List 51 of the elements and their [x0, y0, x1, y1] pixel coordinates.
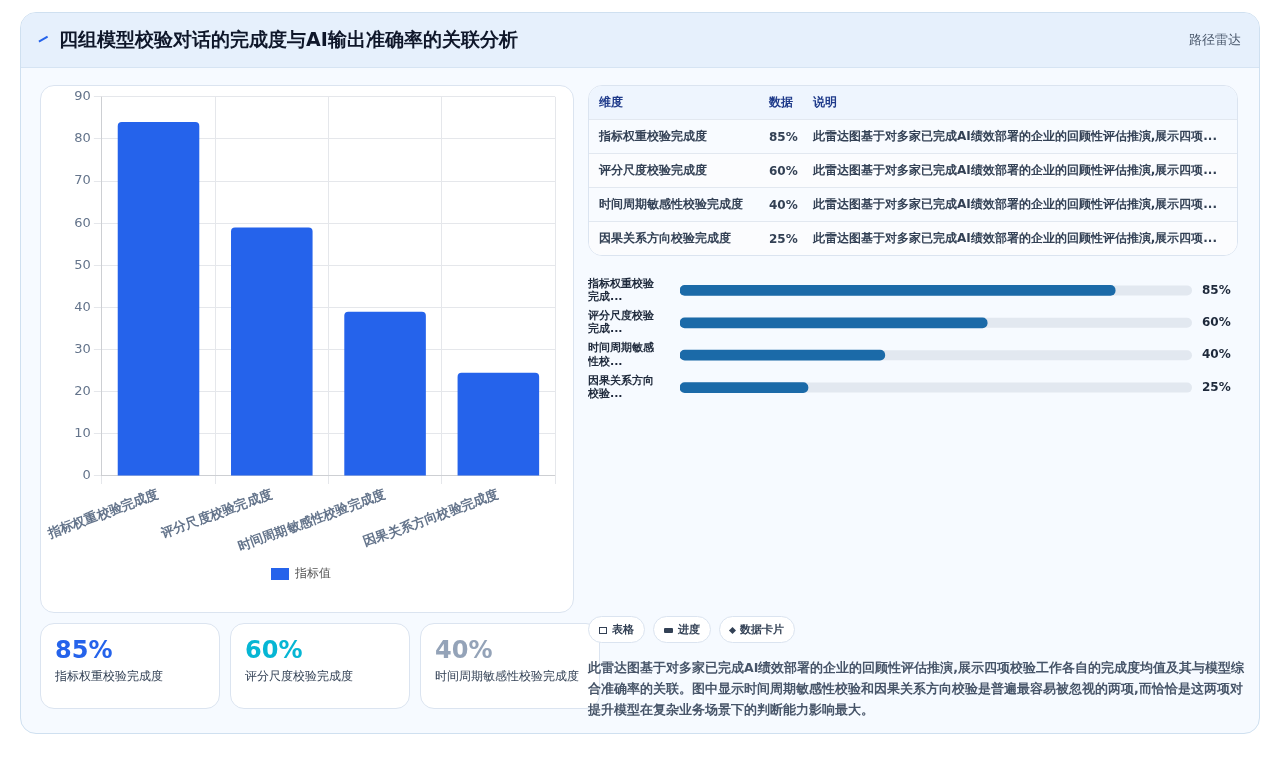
text: 85%	[769, 129, 799, 144]
category-label: 指标权重校验完成度	[598, 128, 708, 145]
text: 此雷达图基于对多家已完成AI绩效部署的企业的回顾性评估推演,展示四项...	[813, 196, 1218, 213]
category-label: 评分尺度校验完成度	[245, 668, 354, 685]
text: 此雷达图基于对多家已完成AI绩效部署的企业的回顾性评估推演,展示四项...	[813, 162, 1218, 179]
y-tick-label: 10	[74, 425, 91, 441]
category-label: 时间周期敏感性校验完成度	[435, 668, 580, 685]
y-tick-label: 20	[74, 383, 91, 399]
text: 路径雷达	[1189, 31, 1241, 49]
text: 说明	[813, 94, 838, 111]
data-label: 25%	[1202, 379, 1231, 394]
category-label: 指标权重校验完成度	[55, 668, 164, 685]
y-tick-label: 0	[82, 467, 91, 483]
y-tick-label: 时间周期敏感性校...	[587, 341, 655, 368]
text: 表格	[588, 616, 645, 643]
category-label: 维度	[598, 94, 624, 111]
text: 四组模型校验对话的完成度与AI输出准确率的关联分析	[59, 27, 518, 52]
text: 85%	[55, 636, 113, 664]
text: 进度	[653, 616, 711, 643]
category-label: 评分尺度校验完成度	[597, 162, 708, 179]
text: 此雷达图基于对多家已完成AI绩效部署的企业的回顾性评估推演,展示四项校验工作各自的完成度均值及其与模型综合准确率的关联。图中显示时间周期敏感性校验和因果关系方向校验是普遍最容易被忽视的两项,而恰恰是这两项对提升模型在复杂业务场景下的判断能力影响最大。	[588, 659, 1246, 719]
text: 40%	[769, 197, 799, 212]
y-tick-label: 90	[74, 88, 91, 104]
data-label: 40%	[1202, 347, 1231, 362]
y-tick-label: 50	[74, 256, 91, 272]
y-tick-label: 指标权重校验完成...	[587, 276, 655, 303]
text: 数据	[769, 94, 794, 111]
data-label: 85%	[1202, 282, 1231, 297]
bar	[117, 122, 200, 476]
category-label: 时间周期敏感性校验完成度	[598, 196, 744, 213]
bar	[344, 311, 426, 476]
category-label: 因果关系方向校验完成度	[598, 230, 732, 247]
y-tick-label: 因果关系方向校验...	[587, 373, 654, 401]
x-tick-label: 指标权重校验完成度	[44, 486, 161, 541]
text: 此雷达图基于对多家已完成AI绩效部署的企业的回顾性评估推演,展示四项...	[813, 128, 1218, 145]
text: 25%	[769, 231, 799, 246]
bar	[231, 227, 313, 476]
text: 60%	[245, 636, 303, 664]
bar	[457, 372, 540, 476]
y-tick-label: 评分尺度校验完成...	[587, 309, 655, 336]
data-label: 60%	[1202, 314, 1231, 329]
y-tick-label: 30	[74, 340, 91, 356]
text: 数据卡片	[719, 616, 795, 643]
y-tick-label: 40	[74, 298, 91, 314]
text: 40%	[435, 636, 493, 664]
y-tick-label: 80	[74, 130, 91, 146]
y-tick-label: 60	[74, 214, 91, 230]
text: 60%	[769, 163, 799, 178]
legend-label: 指标值	[294, 566, 331, 581]
text: 此雷达图基于对多家已完成AI绩效部署的企业的回顾性评估推演,展示四项...	[813, 230, 1218, 247]
y-tick-label: 70	[74, 172, 91, 188]
